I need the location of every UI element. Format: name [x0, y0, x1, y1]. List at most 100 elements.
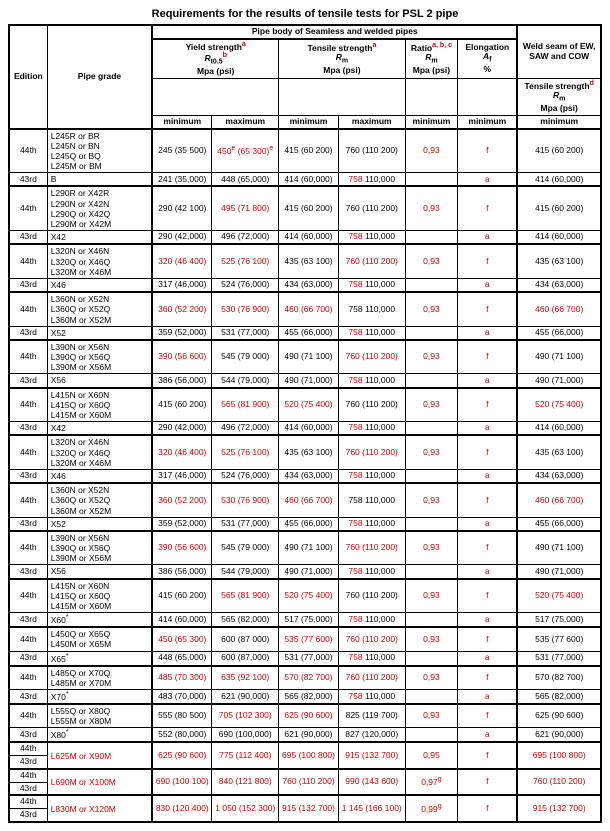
header-cell: minimum — [279, 115, 339, 128]
data-cell — [405, 469, 458, 483]
header-cell: Yield strengthaRt0.5bMpa (psi) — [152, 39, 278, 78]
data-cell: 565 (82,000) — [279, 690, 339, 705]
data-cell: 320 (46 400) — [152, 435, 212, 469]
data-cell: L360N or X52NL360Q or X52QL360M or X52M — [47, 483, 152, 517]
data-cell: 545 (79 000) — [212, 340, 279, 374]
data-cell: 44th — [9, 769, 47, 782]
data-cell: 530 (76 900) — [212, 483, 279, 517]
data-cell: 360 (52 200) — [152, 483, 212, 517]
table-title: Requirements for the results of tensile … — [8, 8, 602, 20]
data-cell: a — [458, 651, 518, 666]
data-cell: 485 (70 300) — [152, 666, 212, 690]
data-cell: 758 110,000 — [338, 231, 405, 245]
data-cell: 414 (60,000) — [517, 173, 601, 187]
data-cell: 43rd — [9, 422, 47, 436]
data-cell: 524 (76,000) — [212, 278, 279, 292]
data-cell: f — [458, 292, 518, 326]
data-cell: 483 (70,000) — [152, 690, 212, 705]
header-cell: Pipe grade — [47, 25, 152, 129]
data-cell: 495 (71 800) — [212, 186, 279, 230]
data-cell: 496 (72,000) — [212, 422, 279, 436]
data-cell: 360 (52 200) — [152, 292, 212, 326]
data-cell: 386 (56,000) — [152, 374, 212, 388]
data-cell: a — [458, 173, 518, 187]
data-cell: 552 (80,000) — [152, 728, 212, 743]
data-cell: 455 (66,000) — [517, 326, 601, 340]
data-cell: 490 (71,000) — [279, 565, 339, 579]
data-cell: f — [458, 531, 518, 565]
data-cell — [405, 613, 458, 628]
data-cell: 43rd — [9, 517, 47, 531]
data-cell: 0,93 — [405, 186, 458, 230]
header-cell: minimum — [405, 115, 458, 128]
data-cell: L320N or X46NL320Q or X46QL320M or X46M — [47, 435, 152, 469]
data-cell: 414 (60,000) — [152, 613, 212, 628]
data-cell: 530 (76 900) — [212, 292, 279, 326]
data-cell: 290 (42 100) — [152, 186, 212, 230]
data-cell: X46 — [47, 278, 152, 292]
data-cell: 525 (76 100) — [212, 435, 279, 469]
data-cell: 520 (75 400) — [517, 579, 601, 613]
data-cell: 760 (110 200) — [338, 388, 405, 422]
data-cell: 531 (77,000) — [279, 651, 339, 666]
data-cell: 434 (63,000) — [517, 469, 601, 483]
header-cell: minimum — [152, 115, 212, 128]
header-cell — [458, 78, 518, 115]
data-cell: L830M or X120M — [47, 795, 152, 822]
data-cell: 490 (71 100) — [279, 340, 339, 374]
data-cell: 290 (42,000) — [152, 422, 212, 436]
data-cell: f — [458, 435, 518, 469]
data-cell: X52 — [47, 326, 152, 340]
data-cell: 760 (110 200) — [338, 627, 405, 651]
data-cell: 760 (110 200) — [338, 531, 405, 565]
data-cell: 455 (66,000) — [279, 517, 339, 531]
data-cell: 317 (46,000) — [152, 278, 212, 292]
data-cell: 760 (110 200) — [338, 129, 405, 173]
data-cell: 490 (71,000) — [517, 565, 601, 579]
data-cell: 565 (81 900) — [212, 388, 279, 422]
data-cell: 414 (60,000) — [517, 231, 601, 245]
data-cell: 414 (60,000) — [279, 422, 339, 436]
data-cell: X56 — [47, 374, 152, 388]
data-cell: a — [458, 374, 518, 388]
data-cell: 43rd — [9, 809, 47, 822]
header-cell: Tensile strengthdRmMpa (psi) — [517, 78, 601, 115]
data-cell: 43rd — [9, 565, 47, 579]
data-cell: L485Q or X70QL485M or X70M — [47, 666, 152, 690]
data-cell: 415 (60 200) — [279, 129, 339, 173]
data-cell: 290 (42,000) — [152, 231, 212, 245]
data-cell: 434 (63,000) — [279, 469, 339, 483]
data-cell: X60* — [47, 613, 152, 628]
data-cell — [405, 326, 458, 340]
data-cell: 621 (90,000) — [212, 690, 279, 705]
data-cell — [405, 278, 458, 292]
data-cell: 359 (52,000) — [152, 517, 212, 531]
data-cell: 758 110,000 — [338, 292, 405, 326]
data-cell: 570 (82 700) — [517, 666, 601, 690]
data-cell: 520 (75 400) — [279, 579, 339, 613]
data-cell: 0,93 — [405, 388, 458, 422]
data-cell: 460 (66 700) — [517, 483, 601, 517]
data-cell: 760 (110 200) — [338, 244, 405, 278]
data-cell: 490 (71 100) — [517, 531, 601, 565]
header-cell: minimum — [517, 115, 601, 128]
data-cell: 758 110,000 — [338, 690, 405, 705]
data-cell: 600 (87,000) — [212, 651, 279, 666]
data-cell: 434 (63,000) — [517, 278, 601, 292]
data-cell: 44th — [9, 666, 47, 690]
data-cell: X42 — [47, 231, 152, 245]
data-cell: 43rd — [9, 690, 47, 705]
data-cell: 625 (90 600) — [517, 704, 601, 728]
data-cell: X80* — [47, 728, 152, 743]
data-cell: 625 (90 600) — [152, 742, 212, 769]
data-cell: a — [458, 326, 518, 340]
data-cell: 520 (75 400) — [517, 388, 601, 422]
data-cell: 0,93 — [405, 129, 458, 173]
data-cell: 531 (77,000) — [212, 326, 279, 340]
data-cell: 455 (66,000) — [517, 517, 601, 531]
header-cell: minimum — [458, 115, 518, 128]
data-cell: X70* — [47, 690, 152, 705]
data-cell — [405, 517, 458, 531]
data-cell: 1 145 (166 100) — [338, 795, 405, 822]
data-cell: f — [458, 704, 518, 728]
